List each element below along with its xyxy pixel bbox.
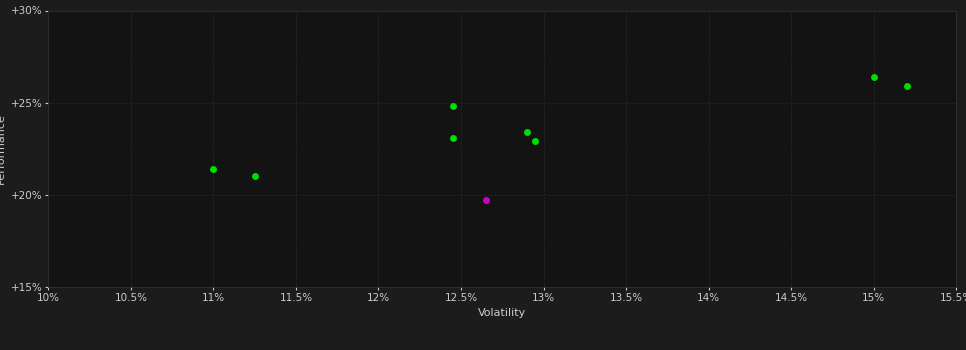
Point xyxy=(445,135,461,140)
Point xyxy=(445,104,461,109)
Point xyxy=(527,139,543,144)
Point xyxy=(247,174,263,179)
Y-axis label: Performance: Performance xyxy=(0,113,6,184)
Point xyxy=(520,130,535,135)
Point xyxy=(206,166,221,172)
Point xyxy=(478,197,494,203)
Point xyxy=(899,83,915,89)
Point xyxy=(867,74,882,80)
X-axis label: Volatility: Volatility xyxy=(478,308,526,318)
